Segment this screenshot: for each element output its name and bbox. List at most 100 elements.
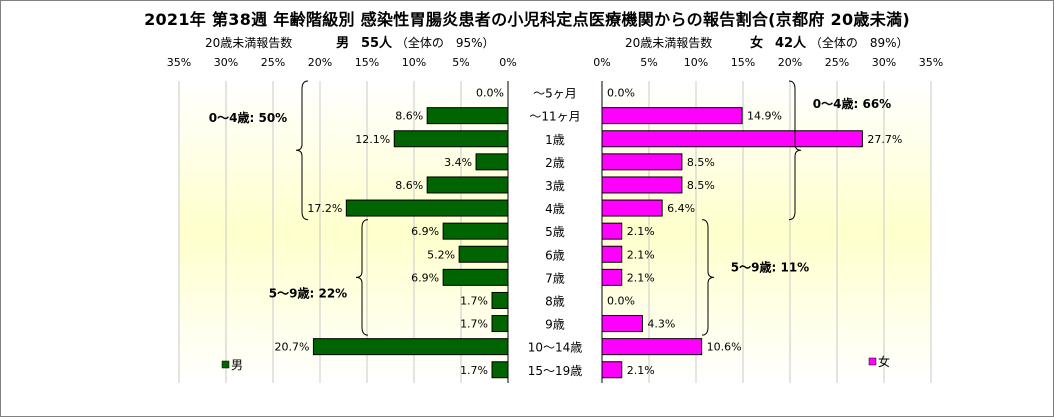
male-brace-5-9	[355, 219, 369, 336]
male-bar	[442, 268, 509, 286]
male-header-caption: 20歳未満報告数	[205, 36, 293, 50]
male-x-tick-label: 5%	[452, 56, 469, 69]
male-data-label: 8.6%	[395, 110, 423, 123]
female-bar	[601, 176, 683, 194]
male-data-label: 6.9%	[411, 225, 439, 238]
female-x-tick-label: 5%	[640, 56, 657, 69]
male-legend-swatch	[221, 360, 230, 369]
male-bar	[426, 176, 509, 194]
male-bar	[475, 153, 509, 171]
female-data-label: 0.0%	[607, 87, 635, 100]
female-data-label: 10.6%	[707, 341, 742, 354]
category-label: 9歳	[545, 318, 565, 332]
male-x-tick-label: 10%	[402, 56, 426, 69]
female-data-label: 2.1%	[627, 248, 655, 261]
female-bar	[601, 222, 623, 240]
male-data-label: 8.6%	[395, 179, 423, 192]
female-data-label: 2.1%	[627, 271, 655, 284]
category-label: 6歳	[545, 248, 565, 262]
female-data-label: 4.3%	[647, 318, 675, 331]
category-label: 1歳	[545, 133, 565, 147]
male-x-tick-label: 15%	[355, 56, 379, 69]
male-data-label: 3.4%	[444, 156, 472, 169]
male-data-label: 20.7%	[274, 341, 309, 354]
female-header-sex: 女	[750, 36, 764, 51]
category-label: 3歳	[545, 179, 565, 193]
female-bar	[601, 268, 623, 286]
male-data-label: 1.7%	[460, 364, 488, 377]
female-brace-5-9	[701, 219, 715, 336]
female-x-tick-label: 20%	[778, 56, 802, 69]
male-x-tick-label: 25%	[261, 56, 285, 69]
female-annotation-0-4: 0～4歳: 66%	[813, 96, 891, 111]
female-data-label: 27.7%	[867, 133, 902, 146]
female-x-tick-label: 30%	[872, 56, 896, 69]
male-header-share: （全体の 95%）	[395, 36, 495, 50]
female-data-label: 0.0%	[607, 294, 635, 307]
female-data-label: 14.9%	[747, 110, 782, 123]
male-data-label: 6.9%	[411, 271, 439, 284]
category-label: 8歳	[545, 294, 565, 308]
male-data-label: 5.2%	[427, 248, 455, 261]
female-bar	[601, 130, 863, 148]
male-header-count: 55人	[360, 36, 393, 51]
female-brace-0-4	[788, 80, 802, 221]
chart-title: 2021年 第38週 年齢階級別 感染性胃腸炎患者の小児科定点医療機関からの報告…	[144, 10, 910, 29]
male-bar	[426, 107, 509, 125]
category-label: 10～14歳	[528, 341, 583, 355]
female-bar	[601, 107, 743, 125]
male-data-label: 1.7%	[460, 294, 488, 307]
male-bar	[458, 245, 509, 263]
male-x-tick-label: 30%	[214, 56, 238, 69]
male-header: 20歳未満報告数 男 55人 （全体の 95%）	[205, 32, 495, 51]
male-x-tick-label: 20%	[308, 56, 332, 69]
female-bar	[601, 245, 623, 263]
male-bar	[491, 361, 509, 379]
female-data-label: 6.4%	[667, 202, 695, 215]
category-label: ～11ヶ月	[529, 110, 580, 124]
female-x-tick-label: 35%	[919, 56, 943, 69]
male-bar	[345, 199, 509, 217]
female-annotation-5-9: 5～9歳: 11%	[731, 259, 809, 274]
female-x-tick-label: 0%	[593, 56, 610, 69]
male-header-sex: 男	[336, 36, 350, 51]
male-data-label: 0.0%	[476, 87, 504, 100]
female-x-tick-label: 10%	[684, 56, 708, 69]
male-annotation-5-9: 5～9歳: 22%	[269, 285, 347, 300]
female-header-share: （全体の 89%）	[809, 36, 909, 50]
male-x-tick-label: 0%	[499, 56, 516, 69]
category-label: 2歳	[545, 156, 565, 170]
category-label: ～5ヶ月	[533, 87, 577, 101]
female-bar	[601, 361, 623, 379]
male-bar	[312, 338, 509, 356]
male-brace-0-4	[295, 80, 309, 221]
female-data-label: 8.5%	[687, 156, 715, 169]
female-x-tick-label: 15%	[731, 56, 755, 69]
male-bar	[491, 291, 509, 309]
category-label: 7歳	[545, 271, 565, 285]
male-legend-label: 男	[231, 358, 243, 372]
male-data-label: 17.2%	[307, 202, 342, 215]
male-bar	[442, 222, 509, 240]
female-bar	[601, 315, 643, 333]
male-data-label: 1.7%	[460, 318, 488, 331]
female-bar	[601, 199, 663, 217]
male-annotation-0-4: 0～4歳: 50%	[209, 110, 287, 125]
female-header: 20歳未満報告数 女 42人 （全体の 89%）	[625, 32, 909, 51]
category-label: 5歳	[545, 225, 565, 239]
female-legend-label: 女	[878, 354, 890, 369]
female-header-caption: 20歳未満報告数	[625, 36, 713, 50]
male-bar	[393, 130, 509, 148]
male-x-tick-label: 35%	[167, 56, 191, 69]
male-data-label: 12.1%	[355, 133, 390, 146]
category-label: 15～19歳	[528, 364, 583, 378]
female-data-label: 8.5%	[687, 179, 715, 192]
female-x-tick-label: 25%	[825, 56, 849, 69]
female-header-count: 42人	[774, 36, 807, 51]
female-bar	[601, 153, 683, 171]
female-data-label: 2.1%	[627, 225, 655, 238]
male-bar	[491, 315, 509, 333]
category-label: 4歳	[545, 202, 565, 216]
female-data-label: 2.1%	[627, 364, 655, 377]
